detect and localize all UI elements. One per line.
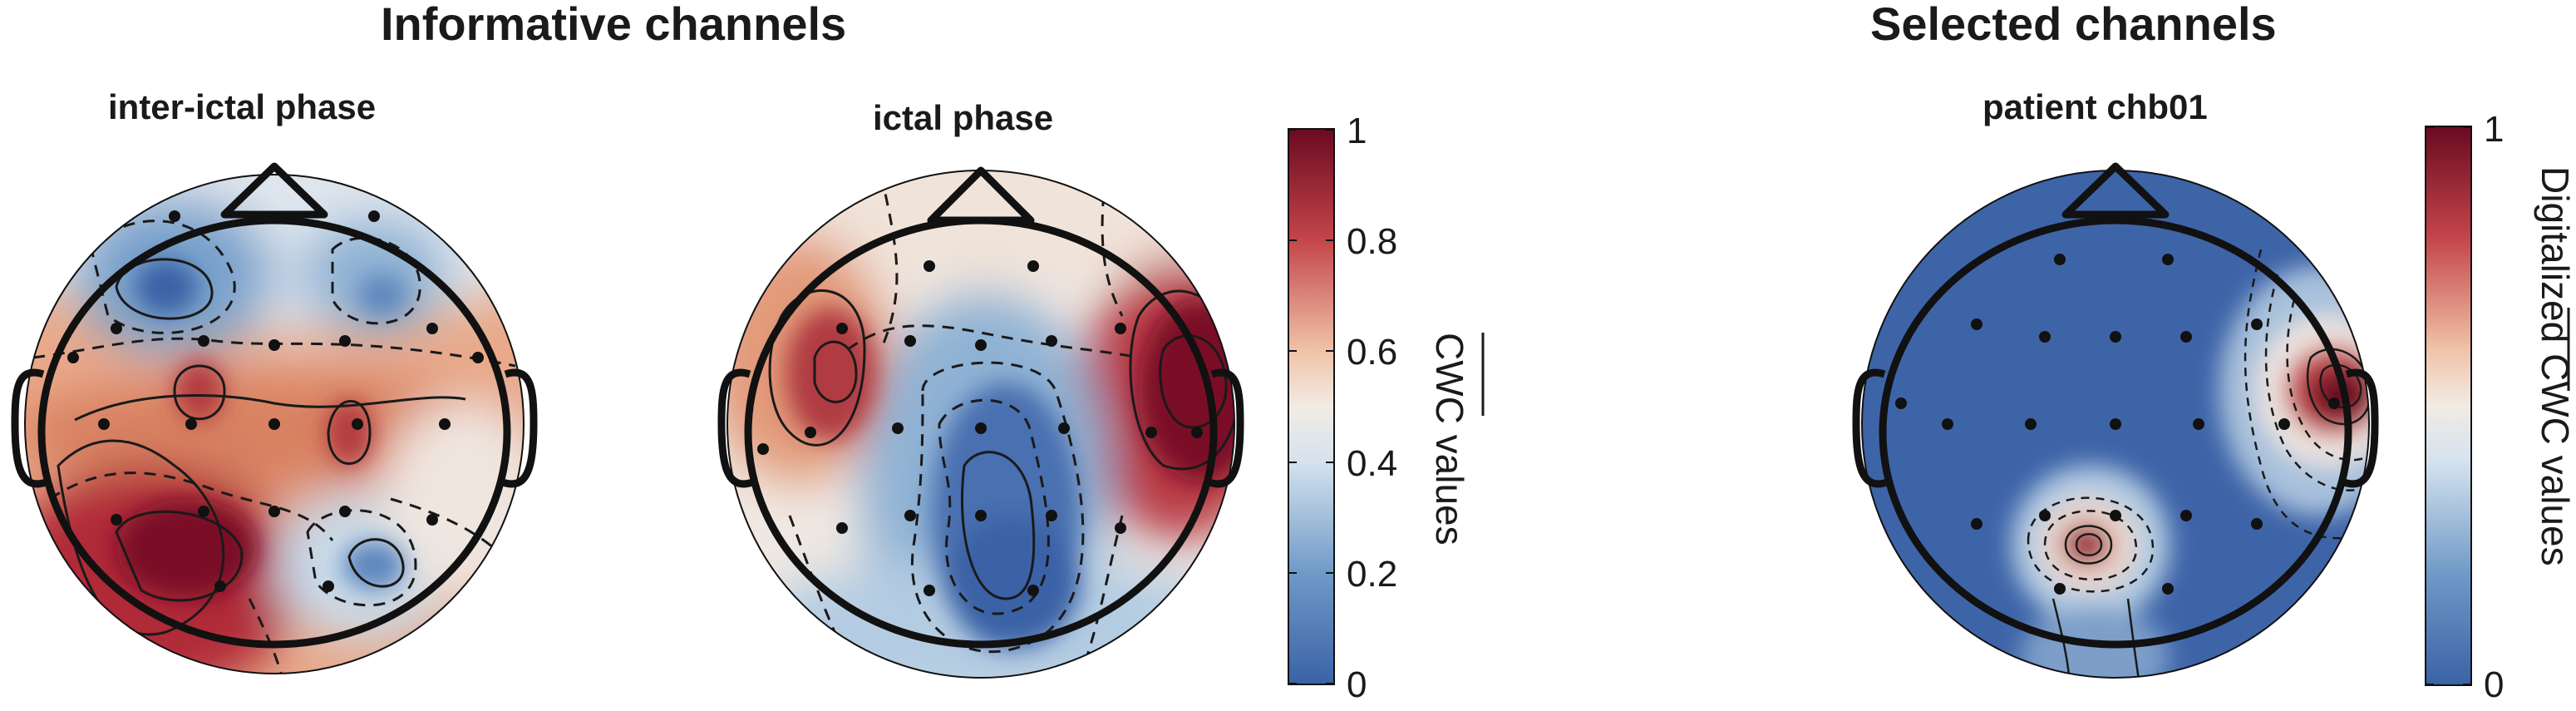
colorbar2-tick-1: 1 — [2484, 109, 2504, 150]
map3-topoplot — [1854, 158, 2419, 707]
colorbar-2: 0 1 Digitalized CWC values — [2426, 109, 2576, 705]
colorbar-1: 0 0.2 0.4 0.6 0.8 1 CWC values — [1288, 111, 1483, 705]
colorbar1-tick-0.6: 0.6 — [1347, 332, 1397, 373]
colorbar1-label: CWC values — [1428, 333, 1471, 546]
colorbar1-tick-0.8: 0.8 — [1347, 221, 1397, 262]
colorbar1-tick-1: 1 — [1347, 111, 1367, 151]
colorbar1-tick-0: 0 — [1347, 664, 1367, 705]
colorbar2-tick-0: 0 — [2484, 664, 2504, 705]
map2-topoplot — [707, 150, 1280, 707]
map1-topoplot — [0, 133, 565, 711]
colorbar1-tick-0.2: 0.2 — [1347, 554, 1397, 595]
colorbar1-tick-0.4: 0.4 — [1347, 443, 1397, 484]
